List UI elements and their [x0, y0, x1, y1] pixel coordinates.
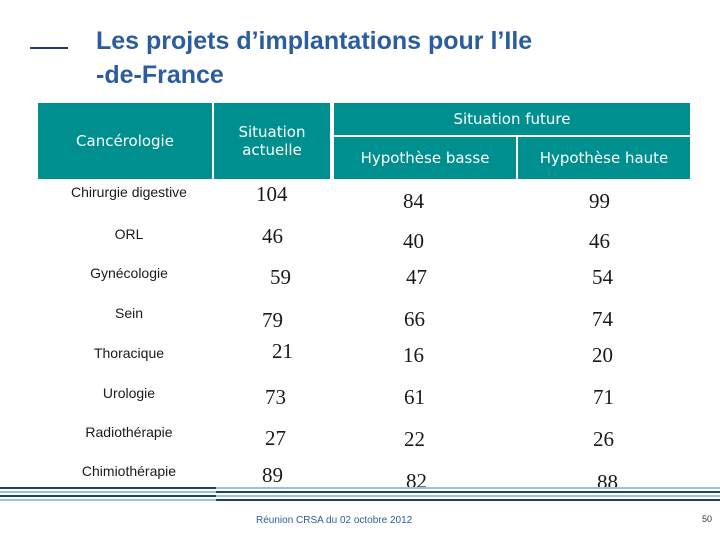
header-low: Hypothèse basse: [334, 137, 516, 179]
stripe-6: [216, 495, 720, 497]
value-current-thoracique: 21: [272, 339, 293, 363]
value-low-radiotherapie: 22: [404, 427, 425, 451]
row-label-thoracique: Thoracique: [93, 345, 165, 361]
stripe-7: [0, 499, 216, 501]
row-label-radiotherapie: Radiothérapie: [85, 424, 173, 440]
value-current-orl: 46: [262, 224, 283, 248]
value-low-urologie: 61: [404, 385, 425, 409]
title-line-1: Les projets d’implantations pour l’Ile: [96, 27, 533, 55]
value-high-orl: 46: [589, 229, 610, 253]
header-future: Situation future: [334, 103, 690, 135]
value-current-radiotherapie: 27: [265, 426, 286, 450]
slide-title: Les projets d’implantations pour l’Ile -…: [96, 24, 696, 92]
row-label-orl: ORL: [114, 226, 144, 242]
stripe-5: [0, 495, 216, 497]
value-current-gynecologie: 59: [270, 265, 291, 289]
header-specialty: Cancérologie: [38, 103, 212, 179]
value-high-gynecologie: 54: [592, 265, 613, 289]
header-current: Situation actuelle: [214, 103, 330, 179]
footer-text: Réunion CRSA du 02 octobre 2012: [256, 515, 413, 526]
header-high-label: Hypothèse haute: [539, 149, 669, 167]
header-low-label: Hypothèse basse: [360, 149, 490, 167]
header-high: Hypothèse haute: [518, 137, 690, 179]
row-label-urologie: Urologie: [102, 385, 156, 401]
row-label-gynecologie: Gynécologie: [90, 265, 168, 281]
value-high-sein: 74: [592, 307, 613, 331]
stripe-4: [216, 491, 720, 493]
header-current-label: Situation actuelle: [238, 123, 306, 159]
title-accent-line: [30, 47, 68, 49]
stripe-8: [216, 499, 720, 501]
value-low-chirurgie: 84: [403, 189, 424, 213]
header-specialty-label: Cancérologie: [76, 132, 174, 150]
value-low-gynecologie: 47: [406, 265, 427, 289]
value-high-thoracique: 20: [592, 343, 613, 367]
row-label-chirurgie: Chirurgie digestive: [71, 184, 187, 200]
value-current-chirurgie: 104: [256, 182, 288, 206]
value-current-sein: 79: [262, 308, 283, 332]
title-line-2: -de-France: [96, 61, 224, 89]
page-number: 50: [702, 514, 713, 524]
row-label-sein: Sein: [114, 305, 144, 321]
value-high-urologie: 71: [593, 385, 614, 409]
value-current-urologie: 73: [265, 385, 286, 409]
stripe-2: [216, 487, 720, 489]
row-label-chimiotherapie: Chimiothérapie: [81, 463, 177, 479]
value-low-sein: 66: [404, 307, 425, 331]
stripe-3: [0, 491, 216, 493]
stripe-1: [0, 487, 216, 489]
value-low-thoracique: 16: [403, 343, 424, 367]
header-future-label: Situation future: [453, 110, 571, 128]
value-high-chirurgie: 99: [589, 189, 610, 213]
value-high-radiotherapie: 26: [593, 427, 614, 451]
value-current-chimiotherapie: 89: [262, 463, 283, 487]
value-low-orl: 40: [403, 229, 424, 253]
